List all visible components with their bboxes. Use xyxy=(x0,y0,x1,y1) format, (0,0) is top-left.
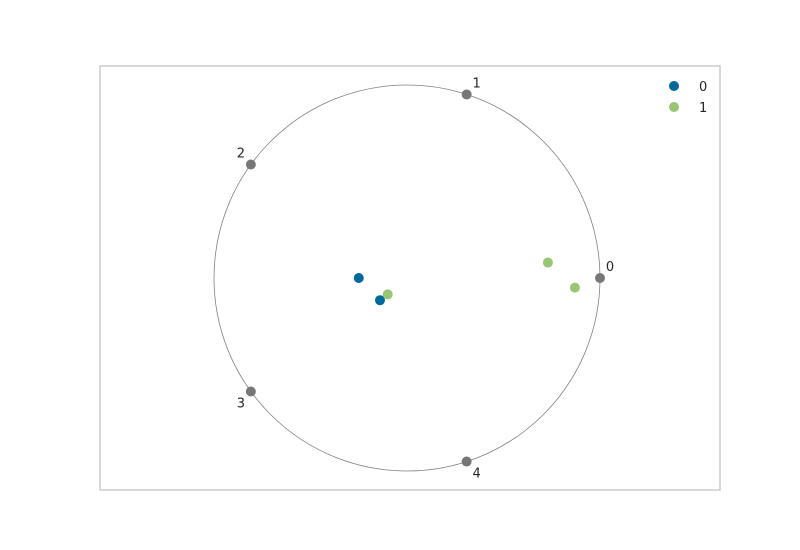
plot-frame xyxy=(99,65,721,491)
data-point-class-0-0 xyxy=(353,273,364,283)
anchor-label-0: 0 xyxy=(606,260,614,275)
anchor-point-4 xyxy=(461,456,472,467)
legend-label-0: 0 xyxy=(699,80,707,95)
anchor-point-2 xyxy=(245,159,256,170)
anchor-point-1 xyxy=(461,89,472,100)
anchors: 0 1 2 3 4 xyxy=(237,76,614,481)
legend-marker-0 xyxy=(669,81,679,91)
data-point-class-1-1 xyxy=(542,257,553,268)
legend-label-1: 1 xyxy=(699,101,707,116)
anchor-point-0 xyxy=(595,273,605,283)
anchor-label-3: 3 xyxy=(237,396,245,411)
anchor-label-4: 4 xyxy=(472,467,480,482)
data-point-class-1-0 xyxy=(382,289,393,300)
legend-marker-1 xyxy=(669,102,679,112)
data-points xyxy=(353,257,580,306)
legend: 01 xyxy=(669,80,707,116)
anchor-label-2: 2 xyxy=(237,147,245,162)
anchor-point-3 xyxy=(245,386,256,397)
anchor-label-1: 1 xyxy=(472,76,480,91)
data-point-class-0-1 xyxy=(374,295,385,306)
data-point-class-1-2 xyxy=(569,282,580,293)
